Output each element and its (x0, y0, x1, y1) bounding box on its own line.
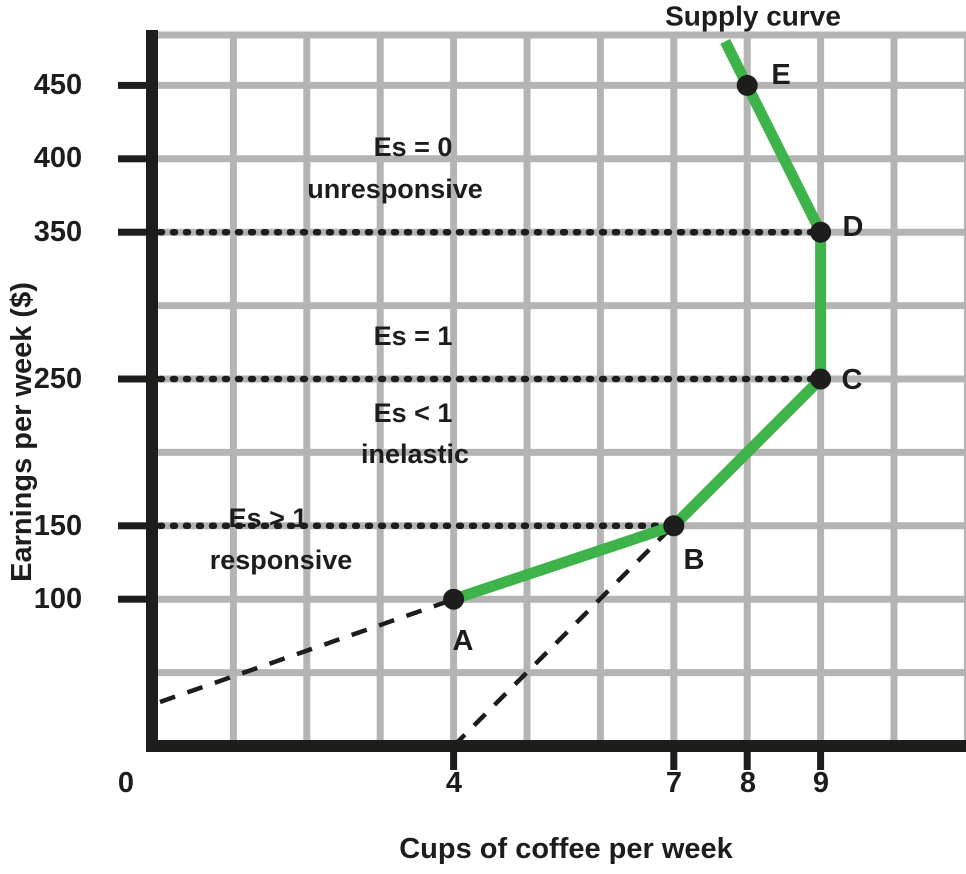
annotation-es0-word: unresponsive (307, 173, 483, 204)
y-axis-line (146, 30, 158, 752)
annotation-eslt1-value: Es < 1 (373, 397, 453, 428)
y-tick-mark (118, 81, 148, 89)
data-point-e (736, 74, 758, 96)
y-tick-label: 450 (33, 68, 83, 101)
x-axis-line (146, 740, 966, 752)
point-label-b: B (683, 543, 705, 576)
point-label-d: D (842, 210, 864, 243)
supply-curve (451, 38, 827, 605)
y-tick-mark (118, 155, 148, 163)
data-point-d (810, 221, 832, 243)
y-tick-label: 150 (33, 509, 83, 542)
data-point-c (810, 368, 832, 390)
x-tick-label: 8 (739, 766, 757, 799)
y-tick-mark (118, 375, 148, 383)
annotation-esgt1-word: responsive (209, 544, 353, 575)
x-tick-mark (670, 752, 678, 770)
data-point-a (443, 588, 465, 610)
y-tick-label: 250 (33, 362, 83, 395)
point-label-e: E (771, 58, 791, 91)
x-tick-mark (817, 752, 825, 770)
x-axis-title: Cups of coffee per week (399, 832, 733, 865)
annotation-eslt1-word: inelastic (360, 438, 470, 469)
dashed-ray (452, 527, 672, 748)
x-tick-label: 4 (445, 766, 463, 799)
point-label-a: A (452, 624, 474, 657)
dashed-ray (159, 598, 451, 705)
point-label-c: C (841, 363, 863, 396)
x-tick-label: 9 (812, 766, 830, 799)
annotation-es1-value: Es = 1 (373, 320, 453, 351)
annotation-esgt1-value: Es > 1 (228, 502, 308, 533)
annotation-es0-value: Es = 0 (373, 131, 453, 162)
x-tick-label: 7 (665, 766, 683, 799)
x-tick-mark (450, 752, 458, 770)
y-tick-mark (118, 228, 148, 236)
y-tick-label: 400 (33, 141, 83, 174)
x-tick-mark (743, 752, 751, 770)
x-tick-label: 0 (117, 766, 135, 799)
y-tick-mark (118, 595, 148, 603)
y-tick-label: 100 (33, 582, 83, 615)
y-tick-mark (118, 522, 148, 530)
y-tick-label: 350 (33, 215, 83, 248)
y-axis-title: Earnings per week ($) (5, 282, 38, 582)
data-point-b (663, 515, 685, 537)
curve-label: Supply curve (665, 0, 841, 32)
